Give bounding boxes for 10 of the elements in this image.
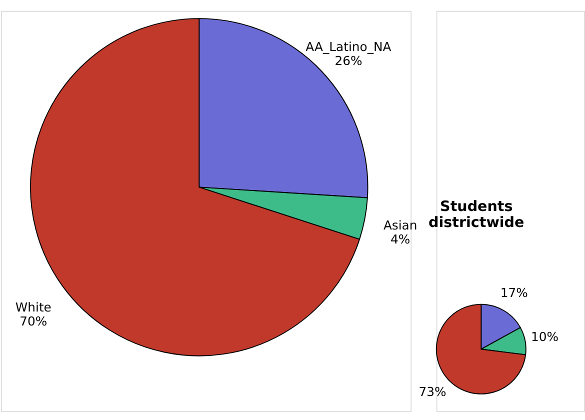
chart-title: Students districtwide [428, 199, 524, 232]
data-label: 17% [500, 286, 528, 300]
slice-label: AA_Latino_NA [306, 40, 392, 54]
data-label: 70% [20, 314, 48, 329]
data-label: 10% [531, 330, 559, 344]
data-label: 73% [418, 384, 447, 399]
slice-label: Asian [383, 218, 418, 232]
data-label: 26% [334, 54, 362, 68]
slice-label: White [15, 300, 52, 314]
data-label: 4% [390, 232, 410, 247]
